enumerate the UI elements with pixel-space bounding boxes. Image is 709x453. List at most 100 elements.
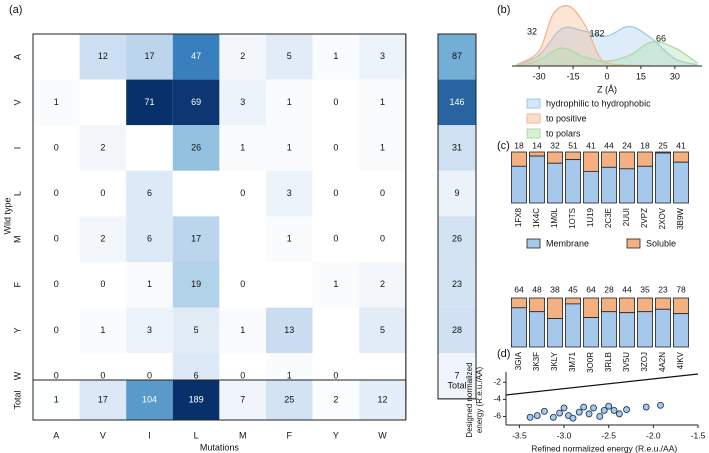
heatmap-cell-value: 1	[287, 97, 292, 107]
heatmap-cell-value: 1	[380, 142, 385, 152]
scatter-point	[569, 414, 577, 422]
scatter-x-axis-label: Refined normalized energy (R.e.u./AA)	[531, 443, 677, 453]
bar-category-label: 3M71	[568, 351, 577, 372]
bar-membrane	[601, 166, 617, 204]
heatmap-cell	[79, 79, 127, 126]
heatmap-cell-value: 0	[240, 370, 245, 380]
panel-label-d: (d)	[497, 348, 510, 360]
heatmap-cell-value: 1	[287, 234, 292, 244]
bar-soluble	[511, 151, 527, 167]
density-legend-label: hydrophilic to hydrophobic	[546, 98, 651, 108]
scatter-y-tick-label: -6	[493, 411, 501, 421]
heatmap-x-tick-label: V	[100, 430, 106, 440]
bar-total-label: 45	[568, 284, 578, 294]
heatmap-cell-value: 1	[287, 142, 292, 152]
heatmap-cell	[312, 216, 360, 262]
heatmap-cell-value: 1	[54, 97, 59, 107]
bar-category-label: 3B9W	[676, 208, 685, 230]
bar-total-label: 41	[586, 140, 596, 150]
density-legend-swatch	[526, 113, 541, 124]
heatmap-cell	[33, 216, 80, 262]
column-total-value: 2	[333, 394, 338, 404]
heatmap-cell-value: 5	[287, 51, 292, 61]
row-total-value: 87	[452, 51, 462, 61]
heatmap-cell	[266, 170, 313, 217]
row-total-value: 26	[452, 234, 462, 244]
bar-total-label: 23	[658, 284, 668, 294]
heatmap-cell	[312, 307, 360, 354]
density-line	[516, 4, 653, 67]
heatmap-cell	[359, 125, 406, 171]
heatmap-cell-value: 6	[147, 234, 152, 244]
heatmap-cell-value: 0	[380, 188, 385, 198]
bar-category-label: 3KLY	[550, 351, 559, 371]
column-total-value: 1	[54, 394, 59, 404]
heatmap-cell-value: 1	[240, 142, 245, 152]
bar-total-label: 25	[658, 140, 668, 150]
heatmap-cell	[33, 79, 80, 126]
heatmap-cell	[219, 307, 266, 354]
heatmap-cell-value: 47	[191, 51, 201, 61]
density-count-label: 32	[527, 26, 537, 36]
bar-category-label: 3K3F	[532, 352, 541, 371]
bar-total-label: 32	[550, 140, 560, 150]
bar-soluble	[619, 297, 635, 314]
heatmap-cell-value: 2	[380, 279, 385, 289]
bar-membrane	[655, 308, 671, 348]
heatmap-x-tick-label: M	[239, 430, 247, 440]
bar-category-label: 2XOV	[658, 207, 667, 229]
scatter-point	[526, 413, 534, 421]
heatmap-cell	[126, 170, 173, 217]
bar-category-label: 1FX8	[514, 207, 523, 227]
heatmap-y-tick-label: L	[12, 191, 22, 196]
heatmap-cell-value: 12	[98, 51, 108, 61]
bar-category-label: 3RLB	[604, 352, 613, 372]
heatmap-cell-value: 17	[191, 234, 201, 244]
bar-membrane	[529, 311, 545, 348]
scatter-y-tick-label: -2	[493, 377, 501, 387]
scatter-y-axis-label: Designed normalized	[465, 362, 474, 437]
bar-category-label: 3V5U	[622, 352, 631, 372]
bar-soluble	[583, 151, 599, 172]
bar-total-label: 48	[532, 284, 542, 294]
bar-category-label: 1U19	[586, 207, 595, 227]
column-total-value: 7	[240, 394, 245, 404]
bar-category-label: 2C3E	[604, 208, 613, 228]
column-total-cell	[33, 380, 80, 420]
heatmap-cell	[126, 34, 173, 80]
density-x-tick-label: -15	[567, 71, 580, 81]
row-total-cell	[438, 170, 476, 217]
heatmap-cell	[33, 262, 80, 308]
density-legend-swatch	[526, 128, 541, 139]
heatmap-x-tick-label: A	[53, 430, 59, 440]
density-legend-label: to polars	[546, 128, 581, 138]
row-totals-border	[437, 33, 477, 400]
heatmap-cell	[219, 170, 266, 217]
bar-legend-swatch	[626, 238, 641, 249]
heatmap-x-tick-label: Y	[333, 430, 339, 440]
heatmap-cell	[172, 216, 220, 262]
bar-membrane	[619, 312, 635, 348]
heatmap-cell-value: 69	[191, 97, 201, 107]
density-line	[516, 25, 698, 66]
bar-soluble	[529, 297, 545, 313]
scatter-y-axis-label: energy (R.e.u./AA)	[475, 367, 484, 434]
density-x-tick-label: 15	[636, 71, 646, 81]
scatter-point	[585, 410, 593, 418]
bar-membrane	[673, 161, 689, 204]
heatmap-cell-value: 0	[100, 370, 105, 380]
column-total-value: 104	[142, 394, 157, 404]
heatmap-cell	[126, 79, 173, 126]
heatmap-cell-value: 0	[380, 234, 385, 244]
heatmap-cell-value: 0	[333, 142, 338, 152]
heatmap-y-tick-label: F	[12, 282, 22, 288]
row-total-cell	[438, 79, 476, 126]
column-totals-label: Total	[12, 390, 22, 409]
heatmap-cell	[172, 79, 220, 126]
bar-category-label: 2UUI	[622, 208, 631, 226]
heatmap-cell	[79, 262, 127, 308]
bar-soluble	[547, 297, 563, 319]
bar-membrane	[601, 311, 617, 348]
density-count-label: 66	[656, 33, 666, 43]
